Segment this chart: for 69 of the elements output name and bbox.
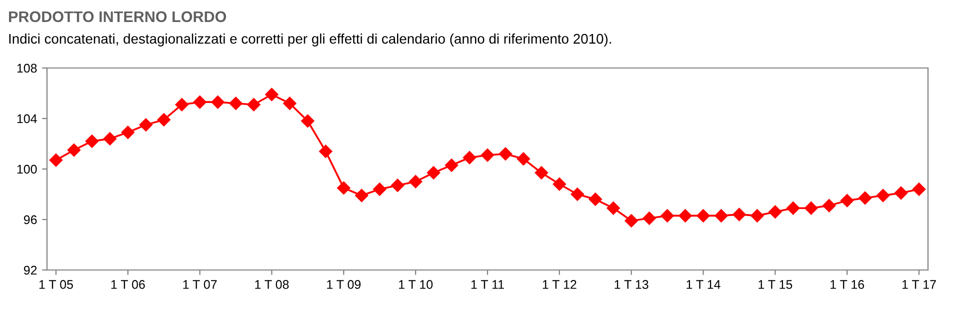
x-tick-label: 1 T 17 xyxy=(902,280,936,289)
x-tick-label: 1 T 12 xyxy=(542,280,576,289)
point xyxy=(175,98,188,112)
x-tick-label: 1 T 16 xyxy=(830,280,864,289)
x-tick-label: 1 T 09 xyxy=(327,280,361,289)
x-tick-label: 1 T 13 xyxy=(614,280,648,289)
y-tick-label: 96 xyxy=(24,215,37,224)
point xyxy=(480,148,494,162)
point xyxy=(642,212,656,225)
y-tick-label: 104 xyxy=(17,114,37,124)
x-tick-label: 1 T 10 xyxy=(399,280,433,289)
x-tick-label: 1 T 08 xyxy=(255,280,289,289)
point xyxy=(373,182,386,196)
point xyxy=(139,118,152,132)
x-tick-label: 1 T 05 xyxy=(39,280,73,289)
point xyxy=(660,209,674,222)
point xyxy=(786,202,800,215)
point xyxy=(391,178,404,192)
point xyxy=(552,178,566,191)
point xyxy=(67,143,81,157)
point xyxy=(840,194,854,208)
point xyxy=(301,114,314,128)
point xyxy=(337,181,350,195)
x-tick-label: 1 T 11 xyxy=(471,280,504,289)
point xyxy=(606,202,620,215)
point xyxy=(696,209,710,222)
point xyxy=(588,192,602,206)
point xyxy=(570,188,584,201)
point xyxy=(768,205,782,219)
chart-title: PRODOTTO INTERNO LORDO xyxy=(9,11,226,22)
x-tick-label: 1 T 07 xyxy=(183,280,217,289)
point xyxy=(624,214,638,228)
point xyxy=(822,199,836,212)
point xyxy=(319,144,332,158)
x-tick-label: 1 T 14 xyxy=(686,280,720,289)
point xyxy=(408,175,422,188)
point xyxy=(498,147,512,160)
point xyxy=(912,182,926,196)
y-tick-label: 108 xyxy=(17,64,37,73)
point xyxy=(876,188,890,202)
point xyxy=(157,113,170,126)
point xyxy=(103,132,117,146)
point xyxy=(804,202,818,215)
point xyxy=(193,96,206,109)
point xyxy=(516,152,530,166)
point xyxy=(534,166,548,180)
y-tick-label: 92 xyxy=(24,266,37,275)
point xyxy=(750,209,764,222)
chart-subtitle: Indici concatenati, destagionalizzati e corretti per gli effetti di calendario (anno di riferimento 2010). xyxy=(9,34,611,46)
point xyxy=(229,96,242,110)
x-tick-label: 1 T 15 xyxy=(758,280,792,289)
point xyxy=(49,154,63,167)
point xyxy=(714,209,728,222)
point xyxy=(247,98,260,112)
x-tick-label: 1 T 06 xyxy=(111,280,145,289)
point xyxy=(355,188,368,202)
point xyxy=(678,209,692,222)
point xyxy=(85,134,99,148)
point xyxy=(858,191,872,205)
point xyxy=(283,96,296,110)
point xyxy=(444,158,458,172)
point xyxy=(462,151,476,164)
point xyxy=(894,186,908,200)
y-tick-label: 100 xyxy=(17,164,37,174)
point xyxy=(121,126,134,139)
point xyxy=(211,96,224,109)
point xyxy=(732,208,746,222)
point xyxy=(265,88,278,102)
point xyxy=(426,166,440,180)
